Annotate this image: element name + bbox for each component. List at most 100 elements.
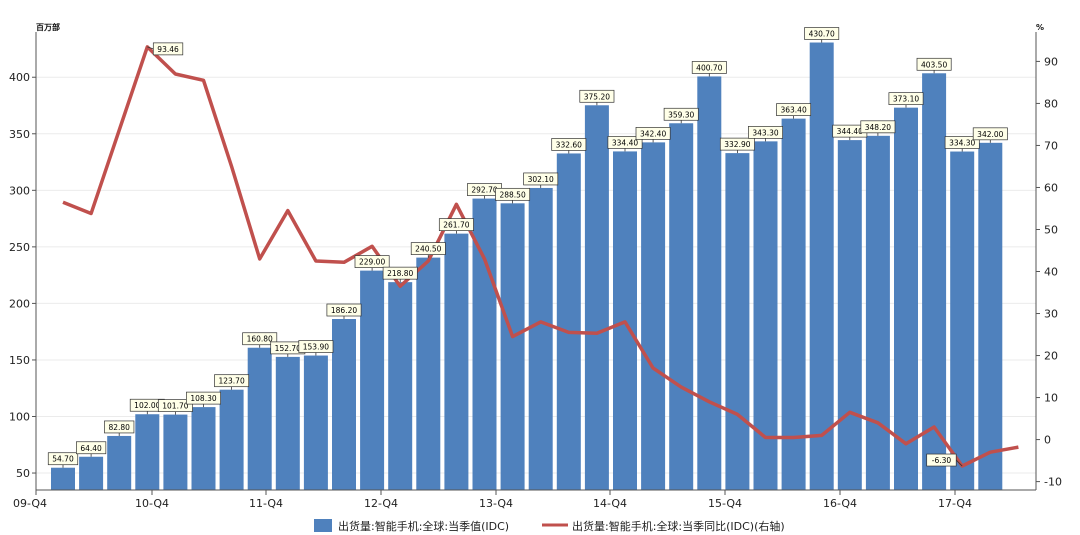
svg-text:375.20: 375.20 (584, 92, 610, 101)
x-tick-label: 14-Q4 (593, 497, 627, 510)
svg-text:123.70: 123.70 (218, 377, 244, 386)
bar-data-label: 334.40 (607, 136, 643, 152)
bar (275, 356, 300, 490)
x-tick-label: 09-Q4 (13, 497, 47, 510)
bar-data-label: 160.80 (242, 332, 278, 348)
bar (163, 414, 188, 490)
svg-text:93.46: 93.46 (157, 45, 179, 54)
legend: 出货量:智能手机:全球:当季值(IDC) 出货量:智能手机:全球:当季同比(ID… (314, 519, 785, 533)
svg-text:108.30: 108.30 (190, 394, 216, 403)
bar-data-label: 332.90 (719, 137, 755, 154)
bar (79, 456, 104, 490)
bar-data-label: 292.70 (467, 183, 502, 199)
axes: 50 100 150 200 250 300 350 400 -10 0 10 20 30 40 50 60 7… (9, 32, 1062, 510)
svg-text:334.30: 334.30 (949, 139, 975, 148)
right-tick-label: 20 (1044, 350, 1058, 363)
svg-text:332.90: 332.90 (724, 140, 750, 149)
bar (191, 407, 216, 490)
right-tick-label: 50 (1044, 223, 1058, 236)
bar-data-label: 108.30 (186, 391, 221, 408)
svg-text:292.70: 292.70 (471, 186, 497, 195)
svg-text:342.40: 342.40 (640, 129, 666, 138)
svg-text:302.10: 302.10 (528, 175, 554, 184)
svg-text:332.60: 332.60 (556, 140, 582, 149)
bar-data-label: 342.40 (635, 127, 671, 143)
bar (978, 142, 1003, 490)
bar-data-label: 261.70 (438, 218, 474, 234)
bar (388, 282, 413, 490)
svg-text:261.70: 261.70 (443, 221, 469, 230)
svg-text:373.10: 373.10 (893, 95, 919, 104)
bar (135, 414, 160, 490)
svg-text:342.00: 342.00 (977, 130, 1003, 139)
right-axis-unit: % (1036, 23, 1044, 32)
bar (332, 319, 356, 490)
svg-text:343.30: 343.30 (752, 128, 778, 137)
line-annotation: 93.46 (147, 42, 184, 56)
svg-text:348.20: 348.20 (865, 123, 891, 132)
bar (865, 135, 890, 490)
bar (894, 107, 918, 490)
svg-text:218.80: 218.80 (387, 269, 413, 278)
x-tick-label: 16-Q4 (823, 497, 857, 510)
bar (641, 142, 666, 490)
svg-text:101.70: 101.70 (162, 402, 188, 411)
bar (219, 389, 244, 490)
svg-text:400.70: 400.70 (696, 63, 722, 72)
bar-data-label: 373.10 (888, 92, 924, 108)
x-tick-label: 10-Q4 (135, 497, 169, 510)
bar (247, 347, 272, 490)
bar (444, 233, 469, 490)
bar-data-label: 400.70 (691, 61, 727, 77)
left-tick-label: 300 (9, 184, 30, 197)
bar-data-label: 218.80 (382, 266, 418, 283)
legend-label-bar: 出货量:智能手机:全球:当季值(IDC) (338, 519, 509, 533)
right-tick-label: -10 (1044, 476, 1062, 489)
svg-text:82.80: 82.80 (108, 423, 130, 432)
left-tick-label: 400 (9, 71, 30, 84)
bar-data-label: 403.50 (916, 57, 952, 74)
left-tick-label: 250 (9, 241, 30, 254)
x-tick-label: 13-Q4 (479, 497, 513, 510)
bar-data-label: 334.30 (944, 136, 980, 152)
line-annotations: 93.46 -6.30 (147, 42, 963, 467)
right-tick-label: 90 (1044, 55, 1058, 68)
right-tick-label: 60 (1044, 181, 1058, 194)
svg-text:359.30: 359.30 (668, 110, 694, 119)
svg-text:334.40: 334.40 (612, 138, 638, 147)
svg-text:363.40: 363.40 (780, 106, 806, 115)
bar-data-label: 54.70 (47, 452, 79, 468)
bar (809, 42, 834, 491)
bar-data-label: 101.70 (157, 399, 193, 415)
x-tick-label: 15-Q4 (708, 497, 742, 510)
right-tick-label: 30 (1044, 308, 1058, 321)
svg-text:160.80: 160.80 (247, 335, 273, 344)
svg-text:153.90: 153.90 (303, 343, 329, 352)
bar (303, 355, 328, 490)
bar-data-label: 302.10 (523, 172, 559, 188)
bars (51, 42, 1003, 491)
bar (360, 270, 385, 490)
x-tick-label: 17-Q4 (938, 497, 972, 510)
line-annotation: -6.30 (926, 453, 963, 467)
x-tick-label: 11-Q4 (249, 497, 283, 510)
bar (51, 467, 75, 490)
bar-data-label: 344.40 (832, 124, 868, 141)
bar-data-label: 229.00 (354, 255, 390, 271)
bar (500, 203, 525, 490)
right-tick-label: 10 (1044, 392, 1058, 405)
right-tick-label: 40 (1044, 266, 1058, 279)
bar (781, 118, 806, 490)
svg-text:54.70: 54.70 (52, 455, 74, 464)
bar-data-label: 240.50 (410, 242, 446, 258)
left-tick-label: 100 (9, 410, 30, 423)
bar (725, 153, 750, 491)
bar-data-label: 348.20 (860, 120, 896, 136)
bar-data-label: 375.20 (579, 89, 615, 106)
bar (416, 257, 441, 490)
right-tick-label: 80 (1044, 97, 1058, 110)
bar-data-label: 332.60 (551, 138, 587, 154)
svg-text:288.50: 288.50 (499, 190, 525, 199)
